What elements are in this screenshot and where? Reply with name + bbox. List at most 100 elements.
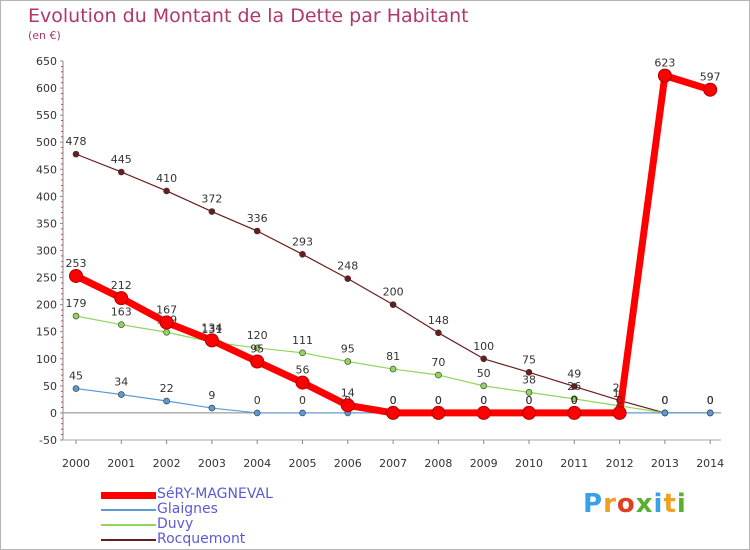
x-tick-label-8: 2008 [424, 457, 452, 470]
data-label: 0 [616, 394, 623, 407]
data-point [431, 405, 446, 420]
data-label: 49 [567, 367, 581, 380]
data-point [525, 389, 533, 396]
brand-logo: Proxiti [583, 489, 687, 519]
data-label: 70 [431, 356, 445, 369]
data-label: 81 [386, 350, 400, 363]
y-tick-label-14: 650 [36, 55, 57, 68]
data-point [118, 321, 125, 328]
data-point [72, 385, 80, 392]
legend-label: Duvy [157, 516, 194, 532]
data-label: 0 [707, 394, 714, 407]
data-label: 0 [435, 394, 442, 407]
data-label: 120 [247, 329, 268, 342]
data-point [208, 404, 216, 412]
data-point [476, 405, 491, 420]
data-label: 179 [66, 297, 87, 310]
data-label: 0 [661, 394, 668, 407]
y-tick-label-0: -50 [39, 434, 57, 447]
data-label: 0 [526, 394, 533, 407]
legend-swatch [101, 524, 156, 526]
y-tick-label-6: 250 [36, 272, 57, 285]
x-tick-label-1: 2001 [107, 457, 135, 470]
y-tick-label-5: 200 [36, 299, 57, 312]
brand-letter: r [603, 489, 617, 519]
data-point [163, 328, 170, 336]
brand-letter: o [616, 489, 636, 519]
data-point [163, 187, 170, 195]
x-tick-label-14: 2014 [696, 457, 724, 470]
data-point [706, 409, 714, 417]
data-point [567, 405, 582, 420]
data-label: 0 [299, 394, 306, 407]
data-label: 95 [341, 342, 355, 355]
data-point [118, 168, 125, 176]
x-tick-label-4: 2004 [243, 457, 271, 470]
data-label: 623 [654, 57, 675, 70]
data-label: 0 [571, 394, 578, 407]
data-label: 34 [114, 376, 128, 389]
x-tick-label-5: 2005 [289, 457, 317, 470]
data-label: 0 [480, 394, 487, 407]
brand-letter: x [635, 489, 654, 519]
y-tick-label-3: 100 [36, 353, 57, 366]
data-label: 336 [247, 212, 268, 225]
data-point [299, 409, 306, 417]
data-label: 131 [201, 323, 222, 336]
y-tick-label-2: 50 [43, 380, 57, 393]
y-tick-label-8: 350 [36, 217, 57, 230]
data-label: 0 [254, 394, 261, 407]
data-label: 212 [111, 279, 132, 292]
data-label: 0 [571, 394, 578, 407]
data-point [612, 405, 627, 420]
data-point [72, 150, 80, 158]
data-label: 148 [428, 314, 449, 327]
x-tick-label-13: 2013 [651, 457, 679, 470]
y-tick-label-10: 450 [36, 163, 57, 176]
data-label: 200 [383, 286, 404, 299]
x-tick-label-10: 2010 [515, 457, 543, 470]
x-tick-label-3: 2003 [198, 457, 226, 470]
chart-unit-label: (en €) [28, 29, 61, 42]
data-label: 22 [160, 382, 174, 395]
y-tick-label-11: 500 [36, 136, 57, 149]
x-tick-label-0: 2000 [62, 457, 90, 470]
data-point [69, 268, 83, 283]
data-label: 0 [526, 394, 533, 407]
y-tick-label-9: 400 [36, 190, 57, 203]
legend-label: Rocquemont [157, 531, 246, 547]
data-label: 163 [111, 306, 132, 319]
data-label: 95 [250, 342, 264, 355]
data-label: 38 [522, 373, 536, 386]
data-point [72, 312, 80, 320]
data-label: 167 [156, 304, 177, 317]
x-tick-label-6: 2006 [334, 457, 362, 470]
data-point [522, 405, 536, 420]
data-label: 111 [292, 334, 313, 347]
y-tick-label-4: 150 [36, 326, 57, 339]
data-label: 0 [661, 394, 668, 407]
data-label: 134 [201, 321, 222, 334]
data-point [386, 405, 401, 420]
y-tick-label-7: 300 [36, 245, 57, 258]
data-point [299, 349, 306, 357]
series-line-0 [75, 153, 711, 414]
data-point [435, 329, 442, 337]
data-point [118, 391, 125, 398]
legend-label: Glaignes [157, 501, 218, 517]
data-point [159, 315, 174, 330]
data-label: 253 [66, 257, 87, 270]
data-label: 26 [567, 380, 581, 393]
data-point [299, 250, 306, 258]
data-label: 100 [473, 340, 494, 353]
data-point [703, 82, 718, 97]
legend-label: SéRY-MAGNEVAL [157, 486, 273, 502]
data-label: 445 [111, 153, 132, 166]
data-point [253, 227, 261, 235]
data-label: 597 [700, 71, 721, 84]
data-label: 0 [390, 394, 397, 407]
data-label: 478 [66, 135, 87, 148]
data-label: 0 [707, 394, 714, 407]
y-tick-label-1: 0 [50, 407, 57, 420]
